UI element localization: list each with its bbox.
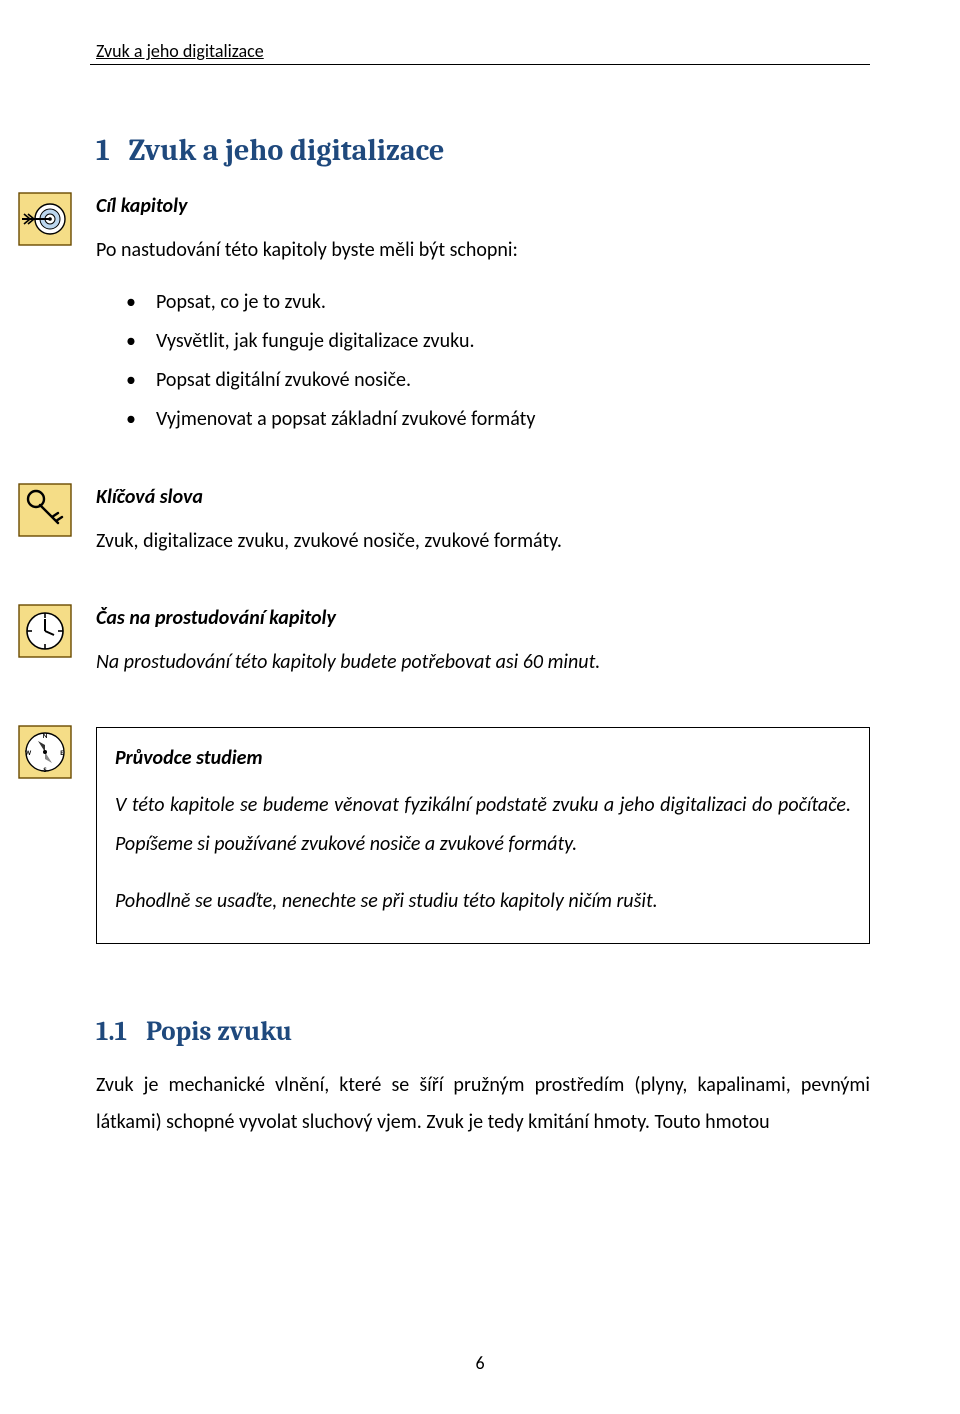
section-number: 1.1 bbox=[96, 1016, 140, 1047]
section-paragraph: Zvuk je mechanické vlnění, které se šíří… bbox=[96, 1067, 870, 1141]
clock-icon bbox=[18, 604, 72, 658]
time-block: Čas na prostudování kapitoly Na prostudo… bbox=[90, 606, 870, 681]
header-rule bbox=[90, 64, 870, 65]
guide-heading: Průvodce studiem bbox=[115, 746, 851, 770]
page-number: 6 bbox=[0, 1352, 960, 1374]
chapter-number: 1 bbox=[96, 133, 122, 168]
guide-paragraph: V této kapitole se budeme věnovat fyziká… bbox=[115, 786, 851, 864]
key-icon bbox=[18, 483, 72, 537]
list-item: Popsat digitální zvukové nosiče. bbox=[126, 361, 870, 400]
time-heading: Čas na prostudování kapitoly bbox=[96, 606, 870, 630]
guide-box: Průvodce studiem V této kapitole se bude… bbox=[96, 727, 870, 944]
guide-block: N S W E Průvodce studiem V této kapitole… bbox=[90, 727, 870, 944]
spacer bbox=[90, 944, 870, 1016]
section-title: Popis zvuku bbox=[146, 1016, 292, 1047]
goal-block: Cíl kapitoly Po nastudování této kapitol… bbox=[90, 194, 870, 439]
svg-text:N: N bbox=[43, 731, 48, 740]
list-item: Popsat, co je to zvuk. bbox=[126, 283, 870, 322]
time-text: Na prostudování této kapitoly budete pot… bbox=[96, 644, 870, 681]
section-heading: 1.1 Popis zvuku bbox=[96, 1016, 870, 1047]
running-head: Zvuk a jeho digitalizace bbox=[96, 40, 870, 62]
target-icon bbox=[18, 192, 72, 246]
goal-list: Popsat, co je to zvuk. Vysvětlit, jak fu… bbox=[126, 283, 870, 439]
list-item: Vysvětlit, jak funguje digitalizace zvuk… bbox=[126, 322, 870, 361]
chapter-heading: 1 Zvuk a jeho digitalizace bbox=[96, 133, 870, 168]
keywords-text: Zvuk, digitalizace zvuku, zvukové nosiče… bbox=[96, 523, 870, 560]
goal-intro: Po nastudování této kapitoly byste měli … bbox=[96, 232, 870, 269]
svg-text:E: E bbox=[60, 748, 64, 757]
guide-paragraph: Pohodlně se usaďte, nenechte se při stud… bbox=[115, 882, 851, 921]
compass-icon: N S W E bbox=[18, 725, 72, 779]
goal-heading: Cíl kapitoly bbox=[96, 194, 870, 218]
page: Zvuk a jeho digitalizace 1 Zvuk a jeho d… bbox=[0, 0, 960, 1414]
keywords-heading: Klíčová slova bbox=[96, 485, 870, 509]
svg-text:W: W bbox=[25, 748, 32, 757]
keywords-block: Klíčová slova Zvuk, digitalizace zvuku, … bbox=[90, 485, 870, 560]
chapter-title: Zvuk a jeho digitalizace bbox=[129, 133, 445, 168]
list-item: Vyjmenovat a popsat základní zvukové for… bbox=[126, 400, 870, 439]
